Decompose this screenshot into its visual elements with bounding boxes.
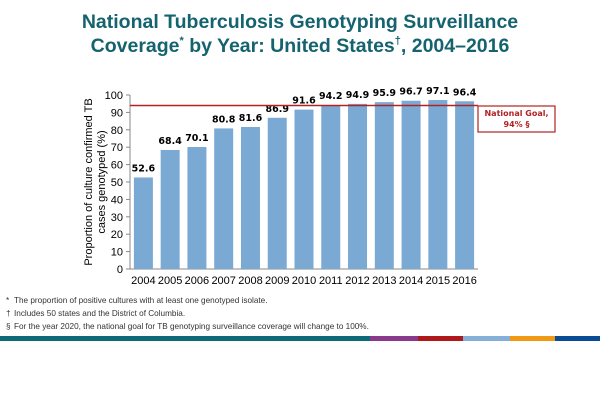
y-tick-label: 60 (111, 160, 123, 172)
footnote-mark: † (394, 35, 401, 47)
bar (455, 101, 475, 269)
bar (133, 177, 153, 269)
footnote-text: For the year 2020, the national goal for… (14, 322, 369, 331)
data-label: 94.2 (319, 91, 342, 102)
stripe-segment (0, 336, 370, 341)
y-tick-label: 40 (111, 194, 123, 206)
x-tick-label: 2012 (345, 275, 369, 287)
footnote-mark: * (6, 296, 10, 305)
data-label: 97.1 (426, 86, 449, 97)
title-text: by Year: United States (183, 35, 395, 57)
footnote-3: § For the year 2020, the national goal fo… (6, 322, 369, 331)
y-tick-label: 80 (111, 125, 123, 137)
footnote-text: The proportion of positive cultures with… (14, 296, 268, 305)
bar (187, 147, 207, 269)
y-tick-label: 20 (111, 229, 123, 241)
title-line-2: Coverage* by Year: United States†, 2004–… (0, 34, 600, 58)
bar (267, 117, 287, 269)
x-tick-label: 2011 (319, 275, 343, 287)
stripe-segment (463, 336, 510, 341)
chart-title: National Tuberculosis Genotyping Surveil… (0, 10, 600, 58)
x-tick-label: 2014 (399, 275, 423, 287)
bar (240, 127, 260, 270)
y-tick-label: 10 (111, 247, 123, 259)
y-tick-label: 70 (111, 142, 123, 154)
y-tick-label: 100 (105, 90, 123, 102)
x-tick-label: 2006 (185, 275, 209, 287)
x-tick-label: 2005 (158, 275, 182, 287)
data-label: 94.9 (346, 90, 369, 101)
national-goal-label: 94% § (504, 120, 530, 129)
x-tick-label: 2016 (452, 275, 476, 287)
bar (401, 100, 421, 269)
data-label: 96.4 (453, 87, 477, 98)
x-tick-label: 2007 (211, 275, 235, 287)
bar (294, 109, 314, 269)
x-tick-label: 2015 (426, 275, 450, 287)
title-text: , 2004–2016 (400, 35, 510, 57)
bar (214, 128, 234, 269)
footnote-1: * The proportion of positive cultures wit… (6, 296, 268, 305)
bar (321, 105, 341, 269)
bar (348, 103, 368, 270)
footnote-mark: * (179, 35, 184, 47)
data-label: 95.9 (373, 88, 396, 99)
footnote-2: † Includes 50 states and the District of … (6, 309, 185, 318)
footnote-mark: † (6, 309, 11, 318)
footnote-text: Includes 50 states and the District of C… (14, 309, 186, 318)
data-label: 80.8 (212, 114, 236, 125)
national-goal-label: National Goal, (484, 109, 548, 118)
y-tick-label: 0 (117, 264, 123, 276)
x-tick-label: 2009 (265, 275, 289, 287)
x-tick-label: 2008 (238, 275, 262, 287)
title-line-1: National Tuberculosis Genotyping Surveil… (81, 11, 519, 33)
bar-chart: 0 10 20 30 40 50 60 70 80 90 100 52.6 2004 68.4 2005 70… (83, 86, 556, 287)
bar (428, 100, 448, 270)
data-label: 81.6 (239, 113, 263, 124)
national-goal-box (477, 105, 556, 133)
x-tick-label: 2010 (292, 275, 316, 287)
data-label: 96.7 (399, 87, 422, 98)
stripe-segment (555, 336, 600, 341)
footnote-mark: § (6, 322, 11, 331)
y-tick-label: 50 (111, 177, 123, 189)
stripe-segment (418, 336, 463, 341)
x-tick-label: 2004 (131, 275, 155, 287)
y-tick-label: 90 (111, 107, 123, 119)
data-label: 91.6 (292, 96, 316, 107)
stripe-segment (510, 336, 555, 341)
data-label: 86.9 (266, 104, 289, 115)
data-label: 68.4 (158, 136, 182, 147)
bar (160, 149, 180, 269)
x-tick-label: 2013 (372, 275, 396, 287)
title-text: Coverage (90, 35, 180, 57)
data-label: 52.6 (132, 163, 156, 174)
y-axis-label: Proportion of culture confirmed TBcases … (83, 98, 108, 265)
stripe-segment (370, 336, 418, 341)
bar (374, 102, 394, 269)
y-tick-label: 30 (111, 212, 123, 224)
data-label: 70.1 (185, 133, 208, 144)
